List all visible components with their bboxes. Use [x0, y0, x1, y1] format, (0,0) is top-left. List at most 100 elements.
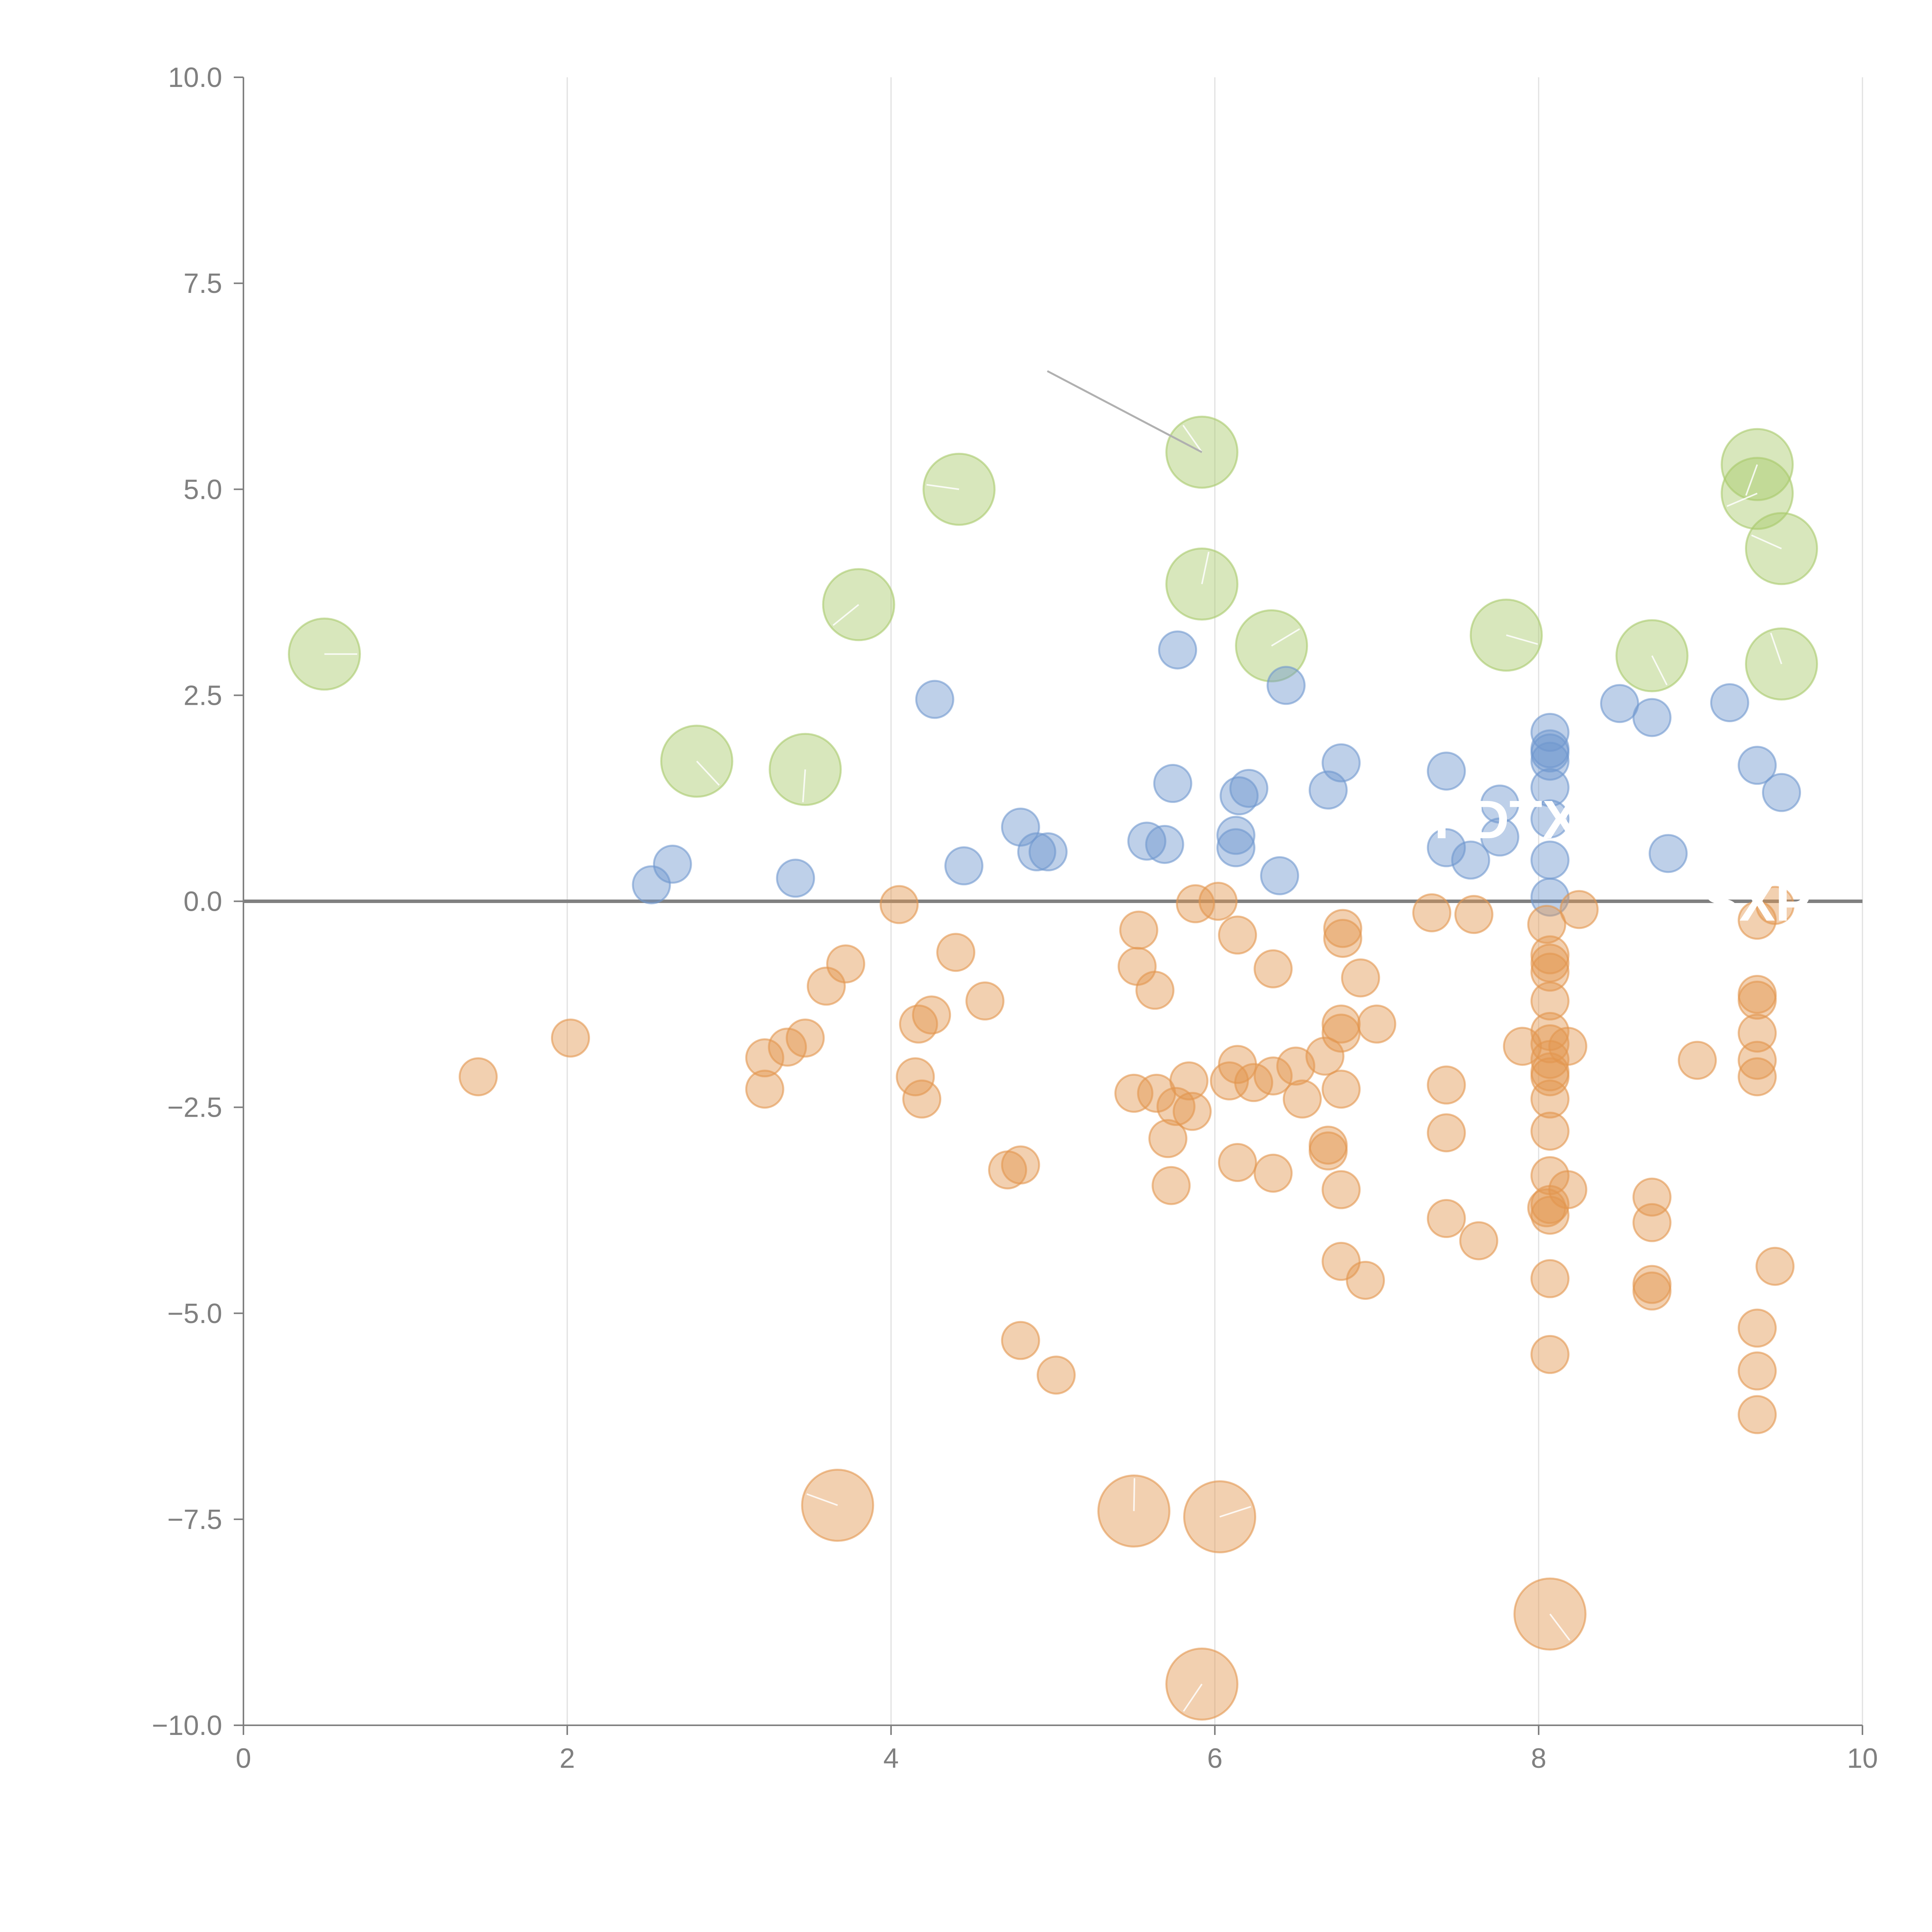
leader-line	[1549, 1613, 1571, 1641]
leader-line	[1770, 633, 1782, 664]
data-point-orange	[1151, 1166, 1191, 1205]
data-point-orange	[1530, 981, 1570, 1021]
y-tick-label: −7.5	[167, 1504, 222, 1535]
data-point-orange	[1323, 918, 1362, 958]
leader-line	[1651, 655, 1668, 685]
data-point-blue	[944, 846, 984, 886]
data-point-orange	[768, 1027, 807, 1067]
y-tick-label: 7.5	[184, 268, 222, 299]
data-point-blue	[1028, 832, 1068, 872]
x-tick-label: 2	[560, 1743, 575, 1774]
data-point-blue	[1480, 784, 1519, 824]
data-point-blue	[1648, 834, 1688, 873]
data-point-blue	[1216, 816, 1255, 855]
data-point-orange	[1738, 1308, 1777, 1348]
data-point-orange	[1357, 1004, 1396, 1044]
x-tick-label: 6	[1207, 1743, 1223, 1774]
data-point-orange	[1530, 952, 1570, 992]
data-point-blue	[1530, 799, 1570, 838]
data-point-orange	[1530, 1111, 1570, 1151]
data-point-blue	[1001, 808, 1040, 847]
data-point-orange	[459, 1057, 498, 1097]
data-point-blue	[1017, 832, 1056, 872]
leader-line-grey	[1047, 370, 1202, 453]
y-tick-label: −10.0	[152, 1710, 222, 1741]
axes-layer: 0 2 4 6 8 10 10.0 7.5 5.0 2.5 0.0 −2.5 −5.0 −7.5 −10.0	[152, 62, 1878, 1774]
data-point-orange	[1530, 1057, 1570, 1097]
data-point-orange	[1218, 1143, 1257, 1182]
data-point-orange	[1454, 895, 1493, 934]
data-point-blue	[1216, 828, 1255, 867]
data-point-blue	[1229, 769, 1269, 808]
data-point-orange	[1530, 935, 1570, 975]
data-point-orange	[1321, 1170, 1361, 1209]
data-point-blue	[632, 865, 671, 905]
data-point-blue	[1321, 743, 1361, 782]
data-point-orange	[1755, 1247, 1795, 1286]
data-point-orange	[1321, 1070, 1361, 1109]
leader-line	[1183, 1684, 1203, 1712]
data-point-orange	[1321, 1014, 1361, 1053]
leader-line	[806, 1493, 838, 1506]
data-point-orange	[1001, 1145, 1040, 1185]
data-point-orange	[551, 1018, 590, 1058]
leader-line	[926, 484, 959, 490]
data-point-blue	[1427, 828, 1466, 867]
data-point-orange	[1114, 1073, 1153, 1113]
data-point-orange	[1427, 1113, 1466, 1153]
data-point-orange	[1169, 1061, 1209, 1100]
y-tick-label: −2.5	[167, 1092, 222, 1123]
data-point-orange	[1427, 1199, 1466, 1238]
data-point-blue	[1762, 773, 1801, 812]
data-point-orange	[896, 1057, 935, 1097]
data-point-orange	[1305, 1036, 1345, 1076]
y-tick-label: 2.5	[184, 680, 222, 711]
data-point-orange	[1527, 905, 1566, 944]
data-point-blue	[1145, 825, 1184, 864]
annotation-label: PDTX	[1434, 789, 1578, 850]
data-point-blue	[1530, 713, 1570, 752]
data-point-orange	[936, 933, 976, 972]
data-point-orange	[1412, 893, 1451, 932]
data-point-orange	[806, 966, 846, 1006]
annotations-layer: PDTX SXP	[1434, 789, 1811, 932]
data-point-blue	[1710, 683, 1749, 723]
data-point-orange	[1530, 1079, 1570, 1119]
data-point-blue	[653, 845, 692, 884]
y-tick-label: 10.0	[168, 62, 222, 93]
data-point-blue	[915, 680, 954, 719]
data-point-blue	[1158, 630, 1197, 670]
data-point-orange	[1198, 882, 1238, 921]
data-point-orange	[1308, 1131, 1348, 1171]
data-point-orange	[1560, 890, 1599, 929]
data-point-blue	[1427, 752, 1466, 791]
leader-line	[1201, 551, 1210, 584]
data-point-blue	[1153, 764, 1192, 803]
data-point-blue	[1530, 733, 1570, 773]
y-tick-label: −5.0	[167, 1298, 222, 1329]
leader-line	[1219, 1506, 1252, 1518]
data-point-orange	[1427, 1065, 1466, 1105]
data-point-blue	[1530, 768, 1570, 807]
leader-line	[832, 604, 859, 626]
data-point-orange	[1738, 1014, 1777, 1053]
data-point-orange	[1738, 1041, 1777, 1080]
data-point-blue	[1451, 840, 1490, 880]
data-point-orange	[1548, 1027, 1587, 1066]
data-point-orange	[786, 1018, 825, 1058]
data-point-orange	[1530, 1335, 1570, 1374]
data-point-orange	[1282, 1079, 1322, 1119]
data-point-orange	[1738, 1057, 1777, 1097]
data-point-orange	[902, 1079, 942, 1119]
data-point-blue	[1632, 698, 1672, 737]
data-point-orange	[1738, 1395, 1777, 1434]
x-tick-label: 10	[1847, 1743, 1878, 1774]
leader-line	[1506, 634, 1538, 645]
data-point-orange	[1276, 1046, 1315, 1086]
data-point-blue	[776, 859, 815, 898]
data-point-orange	[1346, 1260, 1385, 1300]
leader-lines-layer	[324, 370, 1782, 1712]
data-point-blue	[1260, 856, 1299, 895]
leader-line	[1182, 425, 1203, 453]
